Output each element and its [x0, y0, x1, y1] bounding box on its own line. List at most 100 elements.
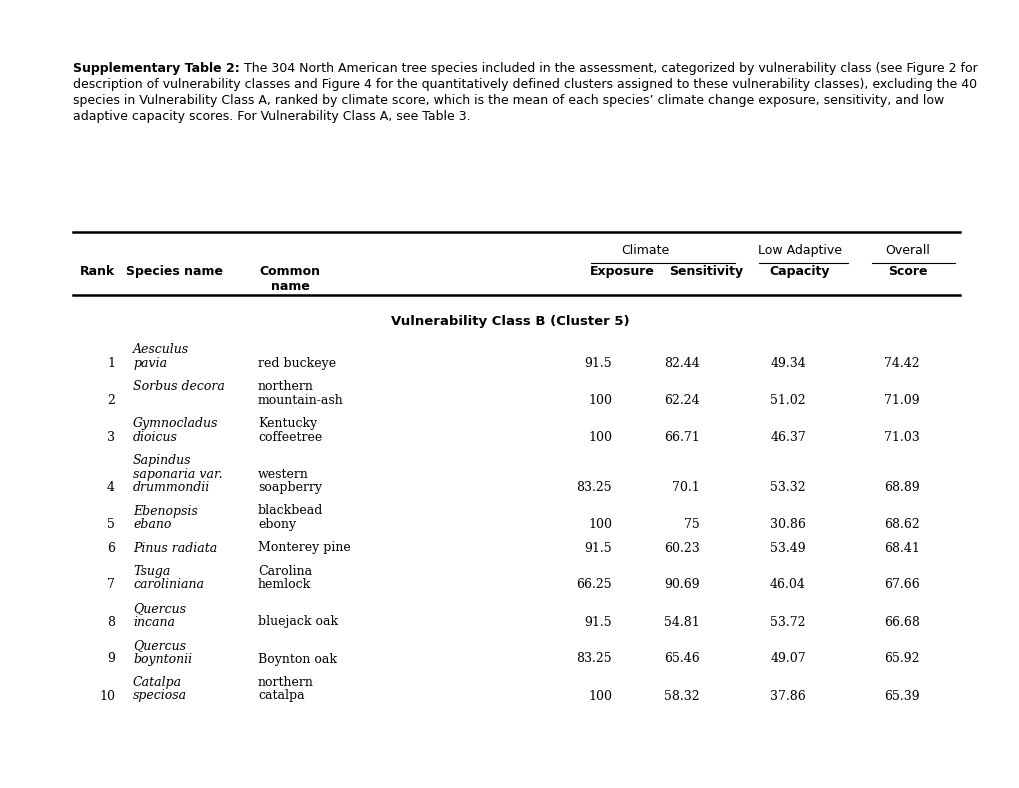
Text: 65.46: 65.46 — [663, 652, 699, 666]
Text: Exposure: Exposure — [589, 265, 654, 278]
Text: 83.25: 83.25 — [576, 652, 611, 666]
Text: Tsuga: Tsuga — [132, 565, 170, 578]
Text: 46.04: 46.04 — [769, 578, 805, 592]
Text: Quercus: Quercus — [132, 602, 185, 615]
Text: ebano: ebano — [132, 518, 171, 531]
Text: 8: 8 — [107, 615, 115, 629]
Text: Catalpa: Catalpa — [132, 676, 182, 689]
Text: adaptive capacity scores. For Vulnerability Class A, see Table 3.: adaptive capacity scores. For Vulnerabil… — [73, 110, 470, 123]
Text: 70.1: 70.1 — [672, 481, 699, 494]
Text: 46.37: 46.37 — [769, 430, 805, 444]
Text: hemlock: hemlock — [258, 578, 311, 592]
Text: 10: 10 — [99, 690, 115, 702]
Text: Ebenopsis: Ebenopsis — [132, 504, 198, 518]
Text: pavia: pavia — [132, 356, 167, 370]
Text: Species name: Species name — [126, 265, 223, 278]
Text: 100: 100 — [587, 690, 611, 702]
Text: incana: incana — [132, 615, 175, 629]
Text: Gymnocladus: Gymnocladus — [132, 417, 218, 430]
Text: 53.49: 53.49 — [769, 541, 805, 555]
Text: Score: Score — [888, 265, 927, 278]
Text: 7: 7 — [107, 578, 115, 592]
Text: 65.39: 65.39 — [883, 690, 919, 702]
Text: western: western — [258, 467, 309, 481]
Text: 67.66: 67.66 — [883, 578, 919, 592]
Text: 49.07: 49.07 — [769, 652, 805, 666]
Text: Aesculus: Aesculus — [132, 343, 189, 356]
Text: 68.62: 68.62 — [883, 518, 919, 531]
Text: drummondii: drummondii — [132, 481, 210, 494]
Text: 2: 2 — [107, 393, 115, 407]
Text: Sorbus decora: Sorbus decora — [132, 380, 224, 393]
Text: Supplementary Table 2:: Supplementary Table 2: — [73, 62, 239, 75]
Text: 100: 100 — [587, 393, 611, 407]
Text: dioicus: dioicus — [132, 430, 177, 444]
Text: 82.44: 82.44 — [663, 356, 699, 370]
Text: 37.86: 37.86 — [769, 690, 805, 702]
Text: Sapindus: Sapindus — [132, 454, 192, 467]
Text: description of vulnerability classes and Figure 4 for the quantitatively defined: description of vulnerability classes and… — [73, 78, 976, 91]
Text: 49.34: 49.34 — [769, 356, 805, 370]
Text: saponaria var.: saponaria var. — [132, 467, 222, 481]
Text: Quercus: Quercus — [132, 639, 185, 652]
Text: 66.25: 66.25 — [576, 578, 611, 592]
Text: 68.89: 68.89 — [883, 481, 919, 494]
Text: The 304 North American tree species included in the assessment, categorized by v: The 304 North American tree species incl… — [239, 62, 976, 75]
Text: 54.81: 54.81 — [663, 615, 699, 629]
Text: 30.86: 30.86 — [769, 518, 805, 531]
Text: boyntonii: boyntonii — [132, 652, 192, 666]
Text: 65.92: 65.92 — [883, 652, 919, 666]
Text: ebony: ebony — [258, 518, 296, 531]
Text: Boynton oak: Boynton oak — [258, 652, 336, 666]
Text: 1: 1 — [107, 356, 115, 370]
Text: Climate: Climate — [621, 244, 668, 257]
Text: blackbead: blackbead — [258, 504, 323, 518]
Text: Monterey pine: Monterey pine — [258, 541, 351, 555]
Text: caroliniana: caroliniana — [132, 578, 204, 592]
Text: 100: 100 — [587, 430, 611, 444]
Text: 4: 4 — [107, 481, 115, 494]
Text: 3: 3 — [107, 430, 115, 444]
Text: bluejack oak: bluejack oak — [258, 615, 337, 629]
Text: northern: northern — [258, 676, 314, 689]
Text: 91.5: 91.5 — [584, 615, 611, 629]
Text: 90.69: 90.69 — [663, 578, 699, 592]
Text: northern: northern — [258, 380, 314, 393]
Text: speciosa: speciosa — [132, 690, 186, 702]
Text: 5: 5 — [107, 518, 115, 531]
Text: 66.68: 66.68 — [883, 615, 919, 629]
Text: mountain-ash: mountain-ash — [258, 393, 343, 407]
Text: Low Adaptive: Low Adaptive — [757, 244, 841, 257]
Text: species in Vulnerability Class A, ranked by climate score, which is the mean of : species in Vulnerability Class A, ranked… — [73, 94, 944, 107]
Text: coffeetree: coffeetree — [258, 430, 322, 444]
Text: Sensitivity: Sensitivity — [668, 265, 742, 278]
Text: 83.25: 83.25 — [576, 481, 611, 494]
Text: 75: 75 — [684, 518, 699, 531]
Text: 66.71: 66.71 — [663, 430, 699, 444]
Text: 71.09: 71.09 — [883, 393, 919, 407]
Text: red buckeye: red buckeye — [258, 356, 336, 370]
Text: 53.72: 53.72 — [769, 615, 805, 629]
Text: Common
name: Common name — [259, 265, 320, 293]
Text: 62.24: 62.24 — [663, 393, 699, 407]
Text: Pinus radiata: Pinus radiata — [132, 541, 217, 555]
Text: 91.5: 91.5 — [584, 541, 611, 555]
Text: 51.02: 51.02 — [769, 393, 805, 407]
Text: Overall: Overall — [884, 244, 929, 257]
Text: Rank: Rank — [79, 265, 115, 278]
Text: Vulnerability Class B (Cluster 5): Vulnerability Class B (Cluster 5) — [390, 315, 629, 328]
Text: 53.32: 53.32 — [769, 481, 805, 494]
Text: 91.5: 91.5 — [584, 356, 611, 370]
Text: 71.03: 71.03 — [883, 430, 919, 444]
Text: 9: 9 — [107, 652, 115, 666]
Text: soapberry: soapberry — [258, 481, 322, 494]
Text: 6: 6 — [107, 541, 115, 555]
Text: 58.32: 58.32 — [663, 690, 699, 702]
Text: 74.42: 74.42 — [883, 356, 919, 370]
Text: Kentucky: Kentucky — [258, 417, 317, 430]
Text: catalpa: catalpa — [258, 690, 305, 702]
Text: Capacity: Capacity — [769, 265, 829, 278]
Text: 100: 100 — [587, 518, 611, 531]
Text: 68.41: 68.41 — [883, 541, 919, 555]
Text: Carolina: Carolina — [258, 565, 312, 578]
